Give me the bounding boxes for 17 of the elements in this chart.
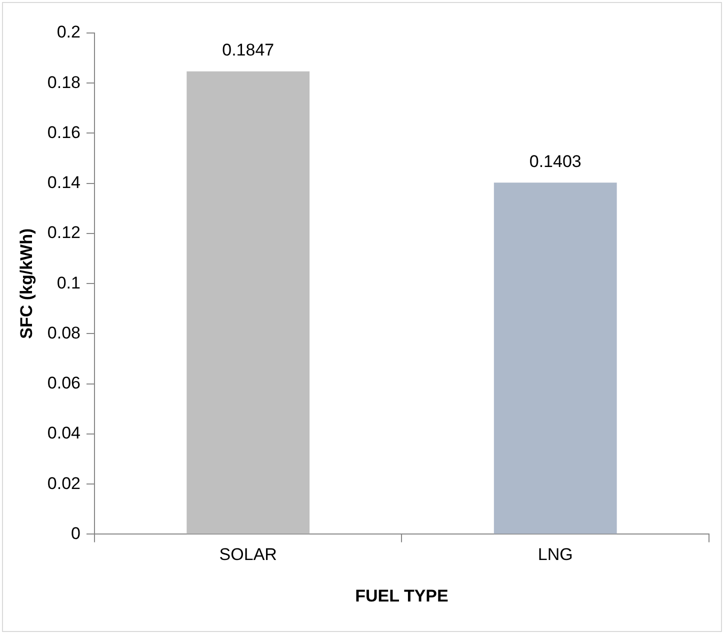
y-tick-label: 0.18	[47, 72, 80, 92]
y-tick-label: 0.04	[47, 424, 80, 443]
y-tick-label: 0.16	[47, 122, 80, 142]
y-tick-label: 0.12	[47, 223, 80, 242]
y-tick-label: 0.2	[56, 22, 80, 42]
y-tick-label: 0.08	[47, 323, 80, 342]
y-tick-label: 0.02	[47, 474, 80, 493]
y-tick-label: 0.06	[47, 374, 80, 393]
y-axis-title: SFC (kg/kWh)	[16, 228, 36, 339]
x-tick-label: LNG	[538, 545, 573, 564]
x-axis-title: FUEL TYPE	[355, 586, 448, 606]
data-label: 0.1847	[222, 40, 274, 60]
y-tick-label: 0	[71, 524, 80, 543]
x-tick-label: SOLAR	[219, 545, 277, 564]
data-label: 0.1403	[529, 152, 582, 171]
y-tick-label: 0.1	[56, 273, 80, 292]
y-tick-label: 0.14	[47, 173, 80, 192]
